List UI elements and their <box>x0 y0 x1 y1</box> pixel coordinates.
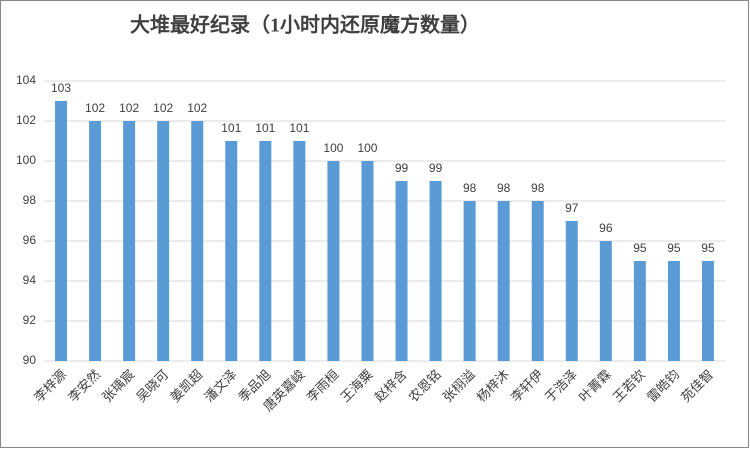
bar <box>55 101 68 361</box>
bar <box>89 121 102 361</box>
y-tick-label: 96 <box>23 233 37 247</box>
value-label: 100 <box>357 141 377 155</box>
y-tick-label: 98 <box>23 193 37 207</box>
y-tick-label: 94 <box>23 273 37 287</box>
bar <box>327 161 340 361</box>
bar <box>565 221 578 361</box>
value-label: 95 <box>633 241 647 255</box>
y-tick-label: 100 <box>16 153 36 167</box>
value-label: 102 <box>153 101 173 115</box>
value-label: 98 <box>531 181 545 195</box>
bar <box>395 181 408 361</box>
value-label: 96 <box>599 221 613 235</box>
bar <box>701 261 714 361</box>
y-tick-label: 104 <box>16 73 36 87</box>
y-tick-label: 102 <box>16 113 36 127</box>
value-label: 95 <box>701 241 715 255</box>
value-label: 99 <box>429 161 443 175</box>
bar <box>599 241 612 361</box>
bar <box>463 201 476 361</box>
y-tick-label: 90 <box>23 353 37 367</box>
value-label: 97 <box>565 201 579 215</box>
value-label: 98 <box>497 181 511 195</box>
bar <box>191 121 204 361</box>
value-label: 102 <box>85 101 105 115</box>
bar <box>225 141 238 361</box>
value-label: 95 <box>667 241 681 255</box>
bar <box>293 141 306 361</box>
value-label: 101 <box>255 121 275 135</box>
chart-title: 大堆最好纪录（1小时内还原魔方数量） <box>130 13 480 37</box>
value-label: 103 <box>51 81 71 95</box>
y-tick-label: 92 <box>23 313 37 327</box>
value-label: 102 <box>119 101 139 115</box>
bar <box>429 181 442 361</box>
bar <box>123 121 136 361</box>
value-label: 101 <box>289 121 309 135</box>
bar <box>497 201 510 361</box>
value-label: 99 <box>395 161 409 175</box>
value-label: 100 <box>323 141 343 155</box>
value-label: 102 <box>187 101 207 115</box>
bar <box>361 161 374 361</box>
value-label: 98 <box>463 181 477 195</box>
bar <box>531 201 544 361</box>
bar <box>259 141 272 361</box>
value-label: 101 <box>221 121 241 135</box>
bar <box>633 261 646 361</box>
bar <box>667 261 680 361</box>
bar <box>157 121 170 361</box>
